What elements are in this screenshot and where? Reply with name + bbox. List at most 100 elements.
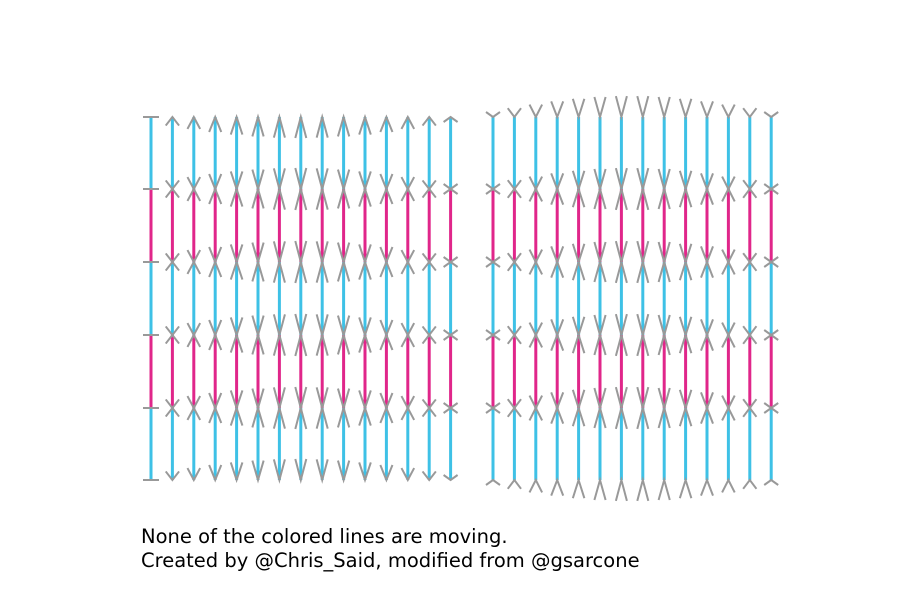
arm-right-col9-b0-0 [678, 98, 693, 121]
arm-right-col10-b0-0 [700, 101, 714, 120]
arm-left-col8-b3-1 [315, 331, 329, 356]
arm-right-col3-b4-1 [550, 405, 565, 424]
arm-right-col11-b0-0 [721, 104, 736, 120]
arm-right-col2-b2-1 [528, 259, 543, 275]
arm-right-col1-b2-1 [506, 260, 522, 272]
arm-right-col9-b5-0 [678, 476, 693, 499]
arm-right-col4-b4-1 [571, 404, 586, 427]
illusion-figure [143, 95, 779, 502]
arm-right-col13-b4-1 [763, 406, 779, 414]
arm-right-col8-b2-1 [657, 258, 671, 283]
arm-right-col2-b3-1 [528, 332, 543, 348]
arm-left-col12-b1-1 [400, 186, 416, 202]
arm-left-col3-b3-1 [208, 332, 223, 351]
arm-right-col1-b1-1 [506, 187, 522, 199]
arm-right-col12-b5-0 [742, 478, 758, 490]
arm-right-col13-b3-1 [763, 333, 779, 341]
arm-left-col9-b1-1 [336, 185, 351, 209]
arm-right-col12-b4-1 [742, 406, 758, 418]
arm-left-col13-b4-1 [421, 406, 437, 418]
arm-left-col14-b0-0 [443, 115, 459, 123]
arm-right-col1-b3-1 [506, 333, 522, 345]
arm-right-col7-b5-0 [636, 476, 650, 502]
arm-right-col10-b4-1 [700, 405, 714, 424]
arm-left-col4-b3-1 [229, 331, 244, 353]
arm-right-col10-b2-1 [700, 259, 714, 278]
arm-left-col11-b0-0 [379, 114, 394, 133]
arm-right-col6-b1-1 [614, 185, 628, 211]
arm-left-col12-b3-1 [400, 332, 416, 348]
arm-right-col6-b3-1 [614, 331, 628, 357]
arm-left-col5-b2-1 [251, 258, 265, 282]
arm-left-col6-b3-1 [272, 331, 286, 356]
arm-left-col5-b5-0 [251, 460, 265, 484]
arm-right-col8-b4-1 [657, 404, 671, 429]
arm-left-col10-b1-1 [358, 185, 372, 207]
arm-right-col5-b5-0 [593, 476, 607, 501]
arm-right-col10-b1-1 [700, 186, 714, 205]
arm-right-col11-b2-1 [721, 259, 736, 275]
arm-left-col12-b2-1 [400, 259, 416, 275]
arm-left-col2-b3-1 [186, 332, 202, 348]
arm-left-col10-b0-0 [358, 113, 372, 135]
arm-right-col2-b1-1 [528, 186, 543, 202]
arm-left-col10-b3-1 [358, 331, 372, 353]
arm-left-col9-b5-0 [336, 460, 351, 484]
arm-right-col4-b5-0 [571, 476, 586, 499]
arm-left-col7-b0-0 [294, 113, 308, 139]
arm-left-col7-b3-1 [294, 331, 308, 357]
arm-right-col12-b2-1 [742, 260, 758, 272]
arm-right-col3-b1-1 [550, 186, 565, 205]
arm-left-col14-b1-1 [443, 187, 459, 195]
arm-left-col2-b0-0 [186, 114, 202, 130]
arm-right-col4-b0-0 [571, 98, 586, 121]
arm-left-col7-b4-1 [294, 404, 308, 430]
arm-left-col3-b1-1 [208, 186, 223, 205]
arm-right-col5-b4-1 [593, 404, 607, 429]
arm-left-col2-b2-1 [186, 259, 202, 275]
arm-left-col14-b4-1 [443, 406, 459, 414]
arm-left-col13-b0-0 [421, 115, 437, 127]
arm-right-col9-b1-1 [678, 185, 693, 208]
arm-left-col13-b5-0 [421, 470, 437, 482]
arm-left-col13-b3-1 [421, 333, 437, 345]
arm-left-col9-b3-1 [336, 331, 351, 355]
arm-right-col11-b5-0 [721, 477, 736, 493]
arm-left-col3-b4-1 [208, 405, 223, 424]
arm-right-col8-b1-1 [657, 185, 671, 210]
arm-left-col1-b3-1 [164, 333, 180, 345]
caption-line-1: None of the colored lines are moving. [141, 525, 508, 548]
arm-right-col5-b2-1 [593, 258, 607, 283]
arm-right-col11-b3-1 [721, 332, 736, 348]
arm-left-col3-b0-0 [208, 114, 223, 133]
arm-left-col1-b5-0 [164, 470, 180, 482]
arm-left-col4-b5-0 [229, 462, 244, 484]
arm-right-col5-b0-0 [593, 96, 607, 121]
arm-right-col2-b5-0 [528, 477, 543, 493]
arm-right-col0-b4-1 [485, 406, 501, 414]
arm-right-col3-b0-0 [550, 101, 565, 120]
arm-left-col11-b1-1 [379, 186, 394, 205]
arm-left-col7-b5-0 [294, 458, 308, 484]
arm-left-col3-b2-1 [208, 259, 223, 278]
arm-left-col5-b3-1 [251, 331, 265, 355]
arm-left-col6-b2-1 [272, 258, 286, 283]
arm-right-col0-b3-1 [485, 333, 501, 341]
arm-right-col9-b2-1 [678, 258, 693, 281]
arm-left-col11-b4-1 [379, 405, 394, 424]
arm-left-col2-b4-1 [186, 405, 202, 421]
arm-right-col1-b5-0 [506, 478, 522, 490]
arm-right-col10-b5-0 [700, 477, 714, 496]
arm-right-col4-b3-1 [571, 331, 586, 354]
arm-right-col6-b0-0 [614, 95, 628, 121]
arm-left-col6-b4-1 [272, 404, 286, 429]
arm-left-col13-b1-1 [421, 187, 437, 199]
arm-left-col1-b4-1 [164, 406, 180, 418]
arm-left-col4-b0-0 [229, 113, 244, 135]
arm-right-col7-b2-1 [636, 258, 650, 284]
arm-left-col7-b2-1 [294, 258, 308, 284]
arm-right-col1-b0-0 [506, 107, 522, 119]
arm-right-col0-b1-1 [485, 187, 501, 195]
arm-left-col8-b2-1 [315, 258, 329, 283]
arm-left-col1-b1-1 [164, 187, 180, 199]
